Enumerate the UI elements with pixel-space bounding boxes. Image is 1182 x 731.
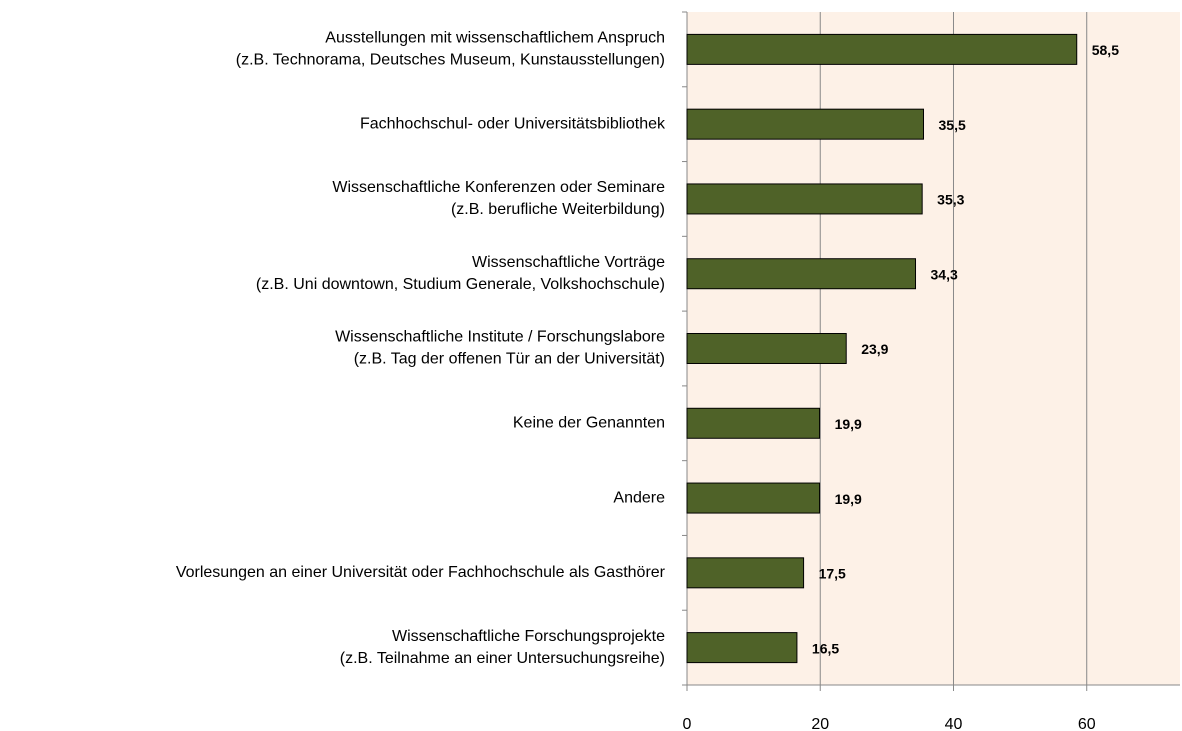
- value-label: 23,9: [861, 341, 888, 357]
- value-label: 16,5: [812, 640, 839, 656]
- value-label: 58,5: [1092, 42, 1119, 58]
- value-label: 19,9: [835, 416, 862, 432]
- bar: [686, 183, 923, 215]
- x-tick-label: 20: [811, 716, 829, 731]
- value-label: 17,5: [819, 566, 846, 582]
- category-label: Wissenschaftliche Konferenzen oder Semin…: [332, 179, 665, 196]
- x-tick-label: 60: [1078, 716, 1096, 731]
- bar: [686, 407, 821, 439]
- value-label: 19,9: [835, 491, 862, 507]
- category-label: (z.B. Teilnahme an einer Untersuchungsre…: [340, 650, 665, 667]
- category-label: Vorlesungen an einer Universität oder Fa…: [176, 564, 666, 581]
- category-label: (z.B. berufliche Weiterbildung): [451, 201, 665, 218]
- category-label: Wissenschaftliche Forschungsprojekte: [392, 628, 665, 645]
- bar: [686, 482, 821, 514]
- x-tick-label: 40: [945, 716, 963, 731]
- bar: [686, 108, 925, 140]
- bar: [686, 632, 798, 664]
- category-label: Wissenschaftliche Vorträge: [472, 254, 665, 271]
- category-label: (z.B. Uni downtown, Studium Generale, Vo…: [256, 276, 665, 293]
- bar: [686, 333, 847, 364]
- category-label: (z.B. Tag der offenen Tür an der Univers…: [354, 351, 665, 368]
- bar: [686, 258, 917, 290]
- value-label: 35,5: [939, 117, 966, 133]
- category-label: Keine der Genannten: [513, 414, 665, 431]
- category-label: (z.B. Technorama, Deutsches Museum, Kuns…: [236, 52, 665, 69]
- category-label: Andere: [613, 489, 665, 506]
- value-label: 34,3: [931, 266, 958, 282]
- category-label: Ausstellungen mit wissenschaftlichem Ans…: [325, 30, 665, 47]
- category-label: Fachhochschul- oder Universitätsbiblioth…: [360, 115, 666, 132]
- x-tick-label: 0: [683, 716, 692, 731]
- value-label: 35,3: [937, 192, 964, 208]
- bar: [686, 33, 1078, 65]
- category-label: Wissenschaftliche Institute / Forschungs…: [335, 329, 665, 346]
- bar: [686, 557, 805, 589]
